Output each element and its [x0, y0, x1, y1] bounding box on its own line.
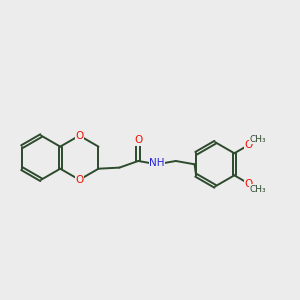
- Text: CH₃: CH₃: [250, 135, 267, 144]
- Text: O: O: [75, 175, 83, 185]
- Text: NH: NH: [149, 158, 165, 168]
- Text: O: O: [244, 178, 253, 189]
- Text: O: O: [75, 130, 83, 141]
- Text: CH₃: CH₃: [250, 184, 267, 194]
- Text: O: O: [134, 135, 142, 145]
- Text: O: O: [244, 140, 253, 150]
